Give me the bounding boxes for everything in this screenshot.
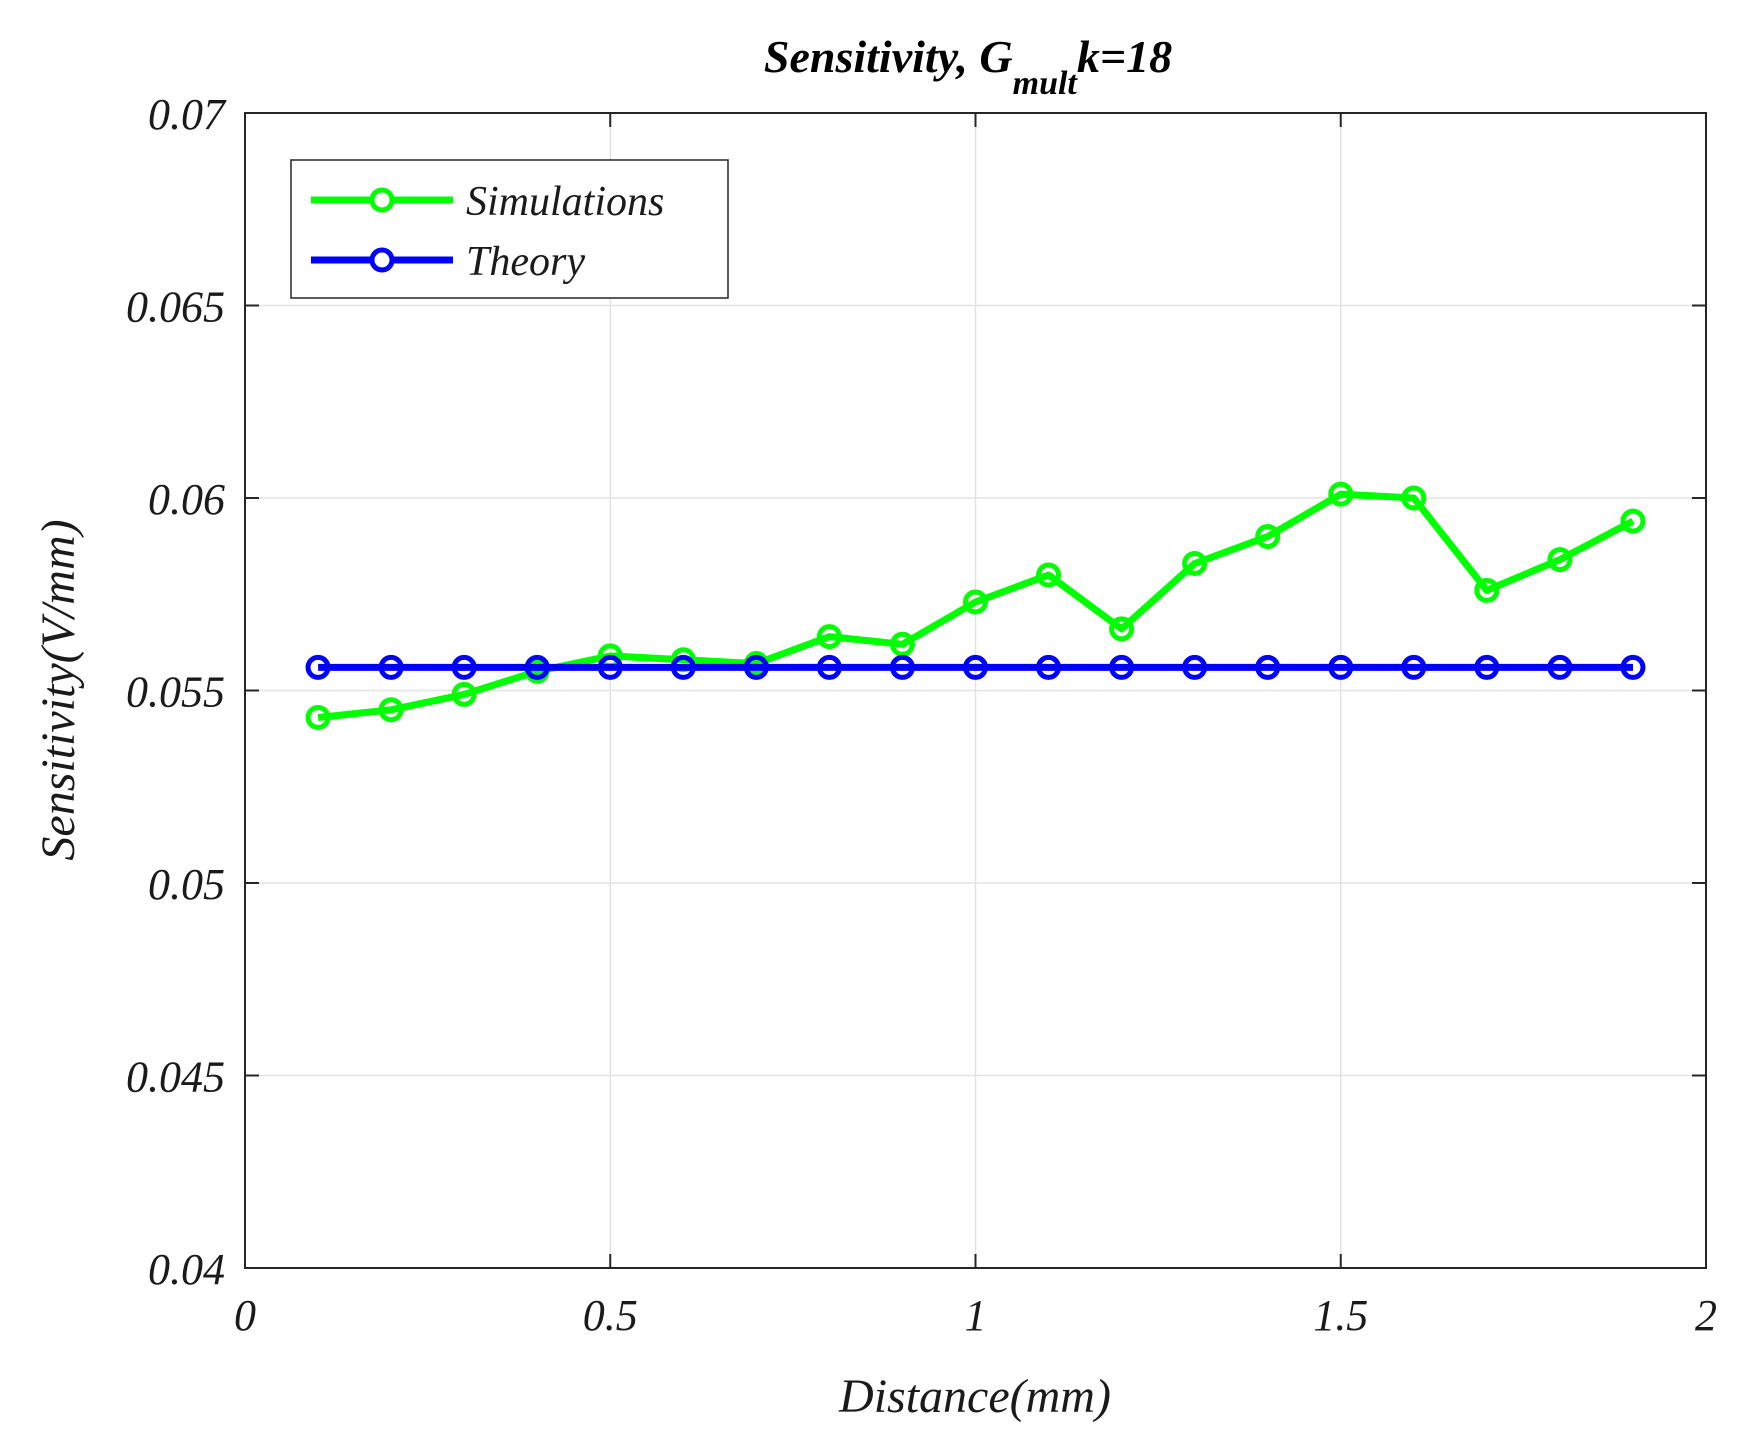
x-tick-label: 0.5 [583,1291,638,1340]
series-theory [305,654,1646,680]
data-point-theory [1620,654,1646,680]
x-tick-label: 0 [234,1291,256,1340]
legend-item-simulations: Simulations [311,179,664,225]
data-point-simulations [1109,616,1135,642]
y-tick-label: 0.06 [148,475,225,524]
data-point-simulations [1328,481,1354,507]
data-point-simulations [816,624,842,650]
data-point-simulations [451,681,477,707]
data-point-simulations [1401,485,1427,511]
data-point-theory [1547,654,1573,680]
y-tick-label: 0.04 [148,1245,225,1294]
x-tick-label: 2 [1695,1291,1717,1340]
legend-item-theory: Theory [311,239,585,285]
data-point-theory [1255,654,1281,680]
legend-marker-simulations [369,187,395,213]
data-point-theory [1182,654,1208,680]
series-simulations [305,481,1646,730]
legend-label-simulations: Simulations [466,179,664,225]
chart-title-main: Sensitivity, G [764,31,1013,82]
chart-title-tail: k=18 [1077,31,1172,82]
x-tick-label: 1.5 [1313,1291,1368,1340]
data-point-theory [451,654,477,680]
y-tick-label: 0.05 [148,860,225,909]
series-layer [305,481,1646,730]
y-tick-label: 0.07 [148,90,227,139]
series-line-simulations [317,490,1635,721]
data-point-theory [743,654,769,680]
x-axis-label: Distance(mm) [838,1370,1111,1423]
data-point-simulations [378,697,404,723]
data-point-simulations [1620,508,1646,534]
data-point-simulations [305,704,331,730]
chart-title: Sensitivity, Gmultk=18 [764,31,1172,102]
data-point-theory [1036,654,1062,680]
grid [245,113,1706,1268]
y-tick-label: 0.055 [126,668,225,717]
data-point-theory [1474,654,1500,680]
legend-marker-theory [369,247,395,273]
data-point-simulations [1255,524,1281,549]
data-point-theory [670,654,696,680]
y-tick-label: 0.065 [126,283,225,332]
data-point-theory [1109,654,1135,680]
data-point-theory [816,654,842,680]
data-point-theory [305,654,331,680]
y-axis-label: Sensitivity(V/mm) [32,519,85,860]
ticks: 0 0.5 1 1.5 2 0.04 0.045 0.05 0.055 0.06 0.065 0.07 [126,90,1717,1340]
x-tick-label: 1 [965,1291,987,1340]
data-point-theory [1328,654,1354,680]
data-point-simulations [1036,562,1062,588]
y-tick-label: 0.045 [126,1053,225,1102]
legend-box [290,159,729,299]
legend-label-theory: Theory [466,239,585,285]
chart-title-subscript: mult [1013,65,1079,102]
data-point-simulations [1182,550,1208,576]
data-point-simulations [889,631,915,657]
data-point-simulations [1474,577,1500,603]
legend: Simulations Theory [290,159,729,299]
data-point-theory [1401,654,1427,680]
data-point-simulations [963,589,988,615]
data-point-theory [963,654,988,680]
data-point-theory [597,654,623,680]
data-point-theory [889,654,915,680]
data-point-theory [524,654,550,680]
data-point-theory [378,654,404,680]
data-point-simulations [1547,547,1573,573]
